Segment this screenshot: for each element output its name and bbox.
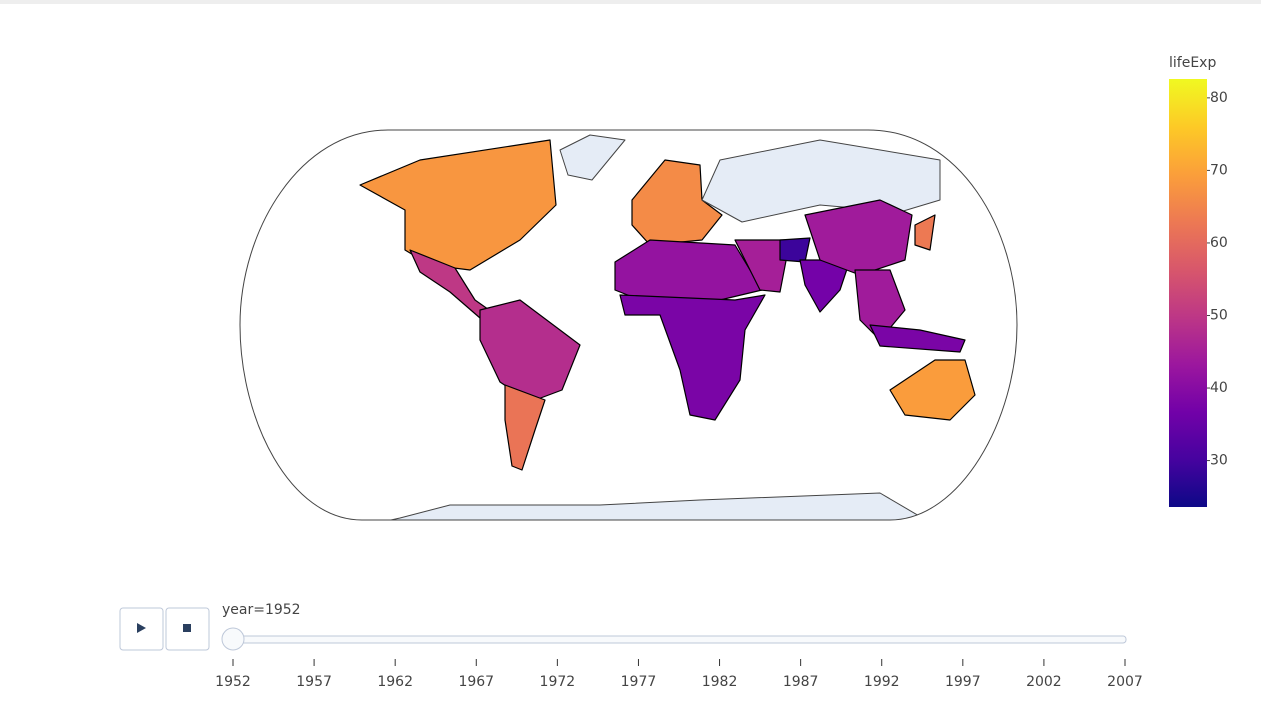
country — [701, 139, 941, 223]
slider-step-label[interactable]: 1952 — [215, 674, 251, 690]
slider-step-label[interactable]: 2002 — [1026, 674, 1062, 690]
country — [869, 324, 966, 353]
country — [804, 199, 913, 276]
slider-step-label[interactable]: 1967 — [458, 674, 494, 690]
slider-step-label[interactable]: 1982 — [702, 674, 738, 690]
slider-step-label[interactable]: 1977 — [621, 674, 657, 690]
slider-step-label[interactable]: 1992 — [864, 674, 900, 690]
country — [619, 294, 766, 421]
map-frame — [239, 129, 1018, 521]
colorbar-tick-label: 30 — [1210, 453, 1228, 469]
country — [889, 359, 976, 421]
country — [734, 239, 791, 293]
colorbar-tick-label: 70 — [1210, 162, 1228, 178]
stop-button[interactable] — [165, 607, 210, 651]
colorbar: 30 40 50 60 70 80 — [1169, 79, 1228, 507]
colorbar-tick-label: 40 — [1210, 380, 1228, 396]
country — [299, 492, 961, 520]
colorbar-tick-label: 80 — [1210, 90, 1228, 106]
slider-step-label[interactable]: 1957 — [296, 674, 332, 690]
stop-icon[interactable] — [183, 624, 191, 632]
country — [914, 214, 936, 251]
play-button[interactable] — [119, 607, 164, 651]
play-icon[interactable] — [137, 623, 146, 633]
colorbar-tick-label: 50 — [1210, 307, 1228, 323]
country — [504, 384, 546, 471]
slider-steps: 1952 1957 1962 1967 1972 1977 1982 1987 1992 1997… — [215, 627, 1143, 690]
top-bar — [0, 0, 1261, 4]
country — [359, 139, 557, 271]
country — [614, 239, 763, 301]
map — [299, 134, 976, 520]
slider-current-label: year=1952 — [222, 602, 301, 618]
slider-track[interactable] — [232, 635, 1127, 644]
country — [631, 159, 723, 246]
colorbar-tick-label: 60 — [1210, 235, 1228, 251]
country — [779, 237, 811, 263]
slider-step-label[interactable]: 2007 — [1107, 674, 1143, 690]
country — [854, 269, 906, 341]
colorbar-fill — [1169, 79, 1207, 507]
slider-step-label[interactable]: 1972 — [540, 674, 576, 690]
colorbar-title: lifeExp — [1169, 55, 1216, 71]
slider-step-label[interactable]: 1997 — [945, 674, 981, 690]
country — [479, 299, 581, 403]
slider-step-label[interactable]: 1962 — [377, 674, 413, 690]
slider-step-label[interactable]: 1987 — [783, 674, 819, 690]
country — [559, 134, 626, 181]
slider-handle[interactable] — [221, 627, 245, 651]
